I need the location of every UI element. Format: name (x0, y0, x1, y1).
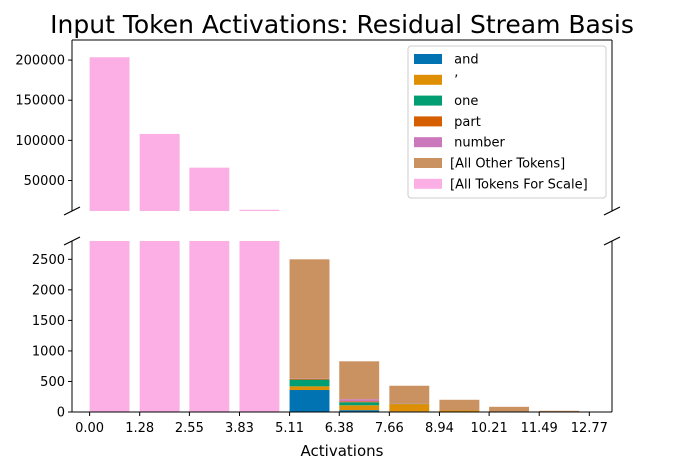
axis-break-mark (63, 206, 81, 216)
legend-label-part: part (450, 115, 481, 130)
x-tick-label: 12.77 (571, 421, 608, 436)
bar-one-bin-4-lower (289, 379, 330, 387)
bar-part-bin-5-lower (339, 401, 380, 403)
legend-swatch-all-tokens-for-scale (414, 178, 442, 189)
x-tick-label: 11.49 (521, 421, 558, 436)
bar-all-other-tokens-bin-4-lower (289, 259, 330, 379)
legend-swatch-one (414, 95, 442, 106)
axis-break-mark (603, 206, 621, 216)
chart-title: Input Token Activations: Residual Stream… (50, 10, 634, 39)
x-tick-label: 2.55 (175, 421, 204, 436)
bar-all-tokens-for-scale-bin-3-lower (239, 241, 280, 412)
x-tick-label: 6.38 (325, 421, 354, 436)
bar-all-tokens-for-scale-bin-1-upper (139, 133, 180, 211)
legend-swatch-number (414, 137, 442, 148)
upper-y-tick-label: 200000 (15, 54, 65, 69)
bar-one-bin-5-lower (339, 402, 380, 406)
bar-apostrophe-bin-5-lower (339, 405, 380, 411)
bar-all-other-tokens-bin-9-lower (539, 410, 580, 412)
lower-y-tick-label: 0 (57, 406, 65, 421)
x-tick-label: 5.11 (275, 421, 304, 436)
lower-y-tick-label: 1000 (32, 344, 65, 359)
bar-apostrophe-bin-6-lower (389, 404, 430, 412)
lower-y-tick-label: 2500 (32, 253, 65, 268)
bar-all-tokens-for-scale-bin-3-upper (239, 209, 280, 211)
lower-y-tick-label: 1500 (32, 314, 65, 329)
x-axis-label: Activations (301, 442, 384, 460)
lower-y-tick-label: 500 (40, 375, 65, 390)
bar-all-other-tokens-bin-8-lower (489, 406, 530, 412)
axis-break-mark (63, 236, 81, 246)
legend-label-all-tokens-for-scale: [All Tokens For Scale] (450, 177, 588, 192)
bar-all-tokens-for-scale-bin-0-lower (89, 241, 130, 412)
bar-all-tokens-for-scale-bin-2-upper (189, 167, 230, 211)
x-tick-label: 10.21 (471, 421, 508, 436)
upper-y-tick-label: 150000 (15, 94, 65, 109)
x-tick-label: 3.83 (225, 421, 254, 436)
upper-y-tick-label: 100000 (15, 134, 65, 149)
bar-all-tokens-for-scale-bin-2-lower (189, 241, 230, 412)
bar-all-tokens-for-scale-bin-0-upper (89, 57, 130, 212)
legend-label-and: and (450, 53, 479, 68)
bar-all-tokens-for-scale-bin-1-lower (139, 241, 180, 412)
legend-swatch-and (414, 54, 442, 64)
x-tick-label: 1.28 (125, 421, 154, 436)
bar-part-bin-4-lower (289, 378, 330, 380)
legend-swatch-apostrophe (414, 74, 442, 85)
bar-number-bin-5-lower (339, 399, 380, 402)
lower-y-tick-label: 2000 (32, 283, 65, 298)
x-tick-label: 7.66 (375, 421, 404, 436)
legend-swatch-part (414, 116, 442, 127)
x-tick-label: 8.94 (425, 421, 454, 436)
bar-all-other-tokens-bin-5-lower (339, 361, 380, 400)
legend-label-one: one (450, 94, 478, 109)
bar-and-bin-4-lower (289, 390, 330, 412)
bar-apostrophe-bin-7-lower (439, 410, 480, 412)
legend-swatch-all-other-tokens (414, 158, 442, 168)
bar-all-other-tokens-bin-6-lower (389, 385, 430, 404)
bar-apostrophe-bin-4-lower (289, 386, 330, 391)
legend: and ’ one part number [All Other Tokens] [… (407, 45, 607, 199)
x-tick-label: 0.00 (75, 421, 104, 436)
bar-all-other-tokens-bin-7-lower (439, 399, 480, 411)
axis-break-mark (603, 236, 621, 246)
upper-y-tick-label: 50000 (24, 174, 65, 189)
legend-label-number: number (450, 136, 506, 151)
legend-label-all-other-tokens: [All Other Tokens] (450, 157, 565, 172)
legend-box (407, 45, 607, 199)
bar-and-bin-5-lower (339, 410, 380, 412)
legend-label-apostrophe: ’ (450, 73, 458, 88)
